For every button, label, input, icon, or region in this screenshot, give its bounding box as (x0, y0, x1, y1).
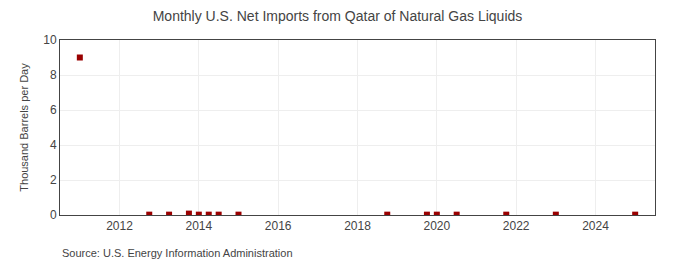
svg-text:8: 8 (50, 68, 57, 82)
svg-text:2018: 2018 (344, 219, 371, 233)
svg-text:2016: 2016 (265, 219, 292, 233)
svg-text:Source: U.S. Energy Informatio: Source: U.S. Energy Information Administ… (62, 247, 293, 259)
svg-text:4: 4 (50, 138, 57, 152)
svg-text:6: 6 (50, 103, 57, 117)
svg-text:2014: 2014 (185, 219, 212, 233)
svg-text:2020: 2020 (423, 219, 450, 233)
svg-text:2024: 2024 (582, 219, 609, 233)
svg-text:Thousand Barrels per Day: Thousand Barrels per Day (18, 63, 30, 192)
svg-text:2012: 2012 (106, 219, 133, 233)
svg-text:2: 2 (50, 173, 57, 187)
svg-text:0: 0 (50, 208, 57, 222)
svg-text:10: 10 (43, 33, 57, 47)
svg-text:2022: 2022 (503, 219, 530, 233)
svg-text:Monthly U.S. Net Imports from: Monthly U.S. Net Imports from Qatar of N… (153, 8, 523, 24)
